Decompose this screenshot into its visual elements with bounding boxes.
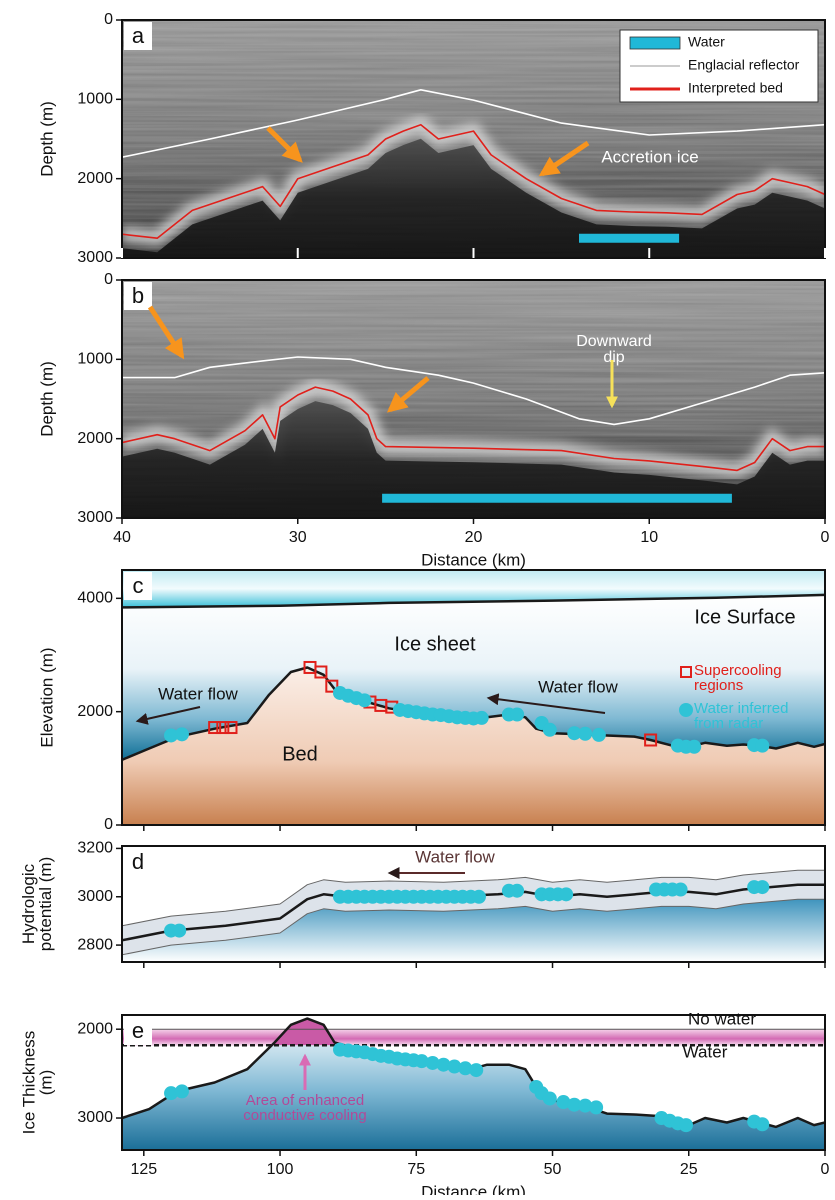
- legend-label-box: Water inferred from radar: [694, 701, 824, 741]
- y-tick-label: 1000: [77, 91, 113, 108]
- water-point: [469, 1063, 483, 1077]
- y-axis-label: Depth (m): [37, 361, 56, 437]
- x-tick-label: 50: [544, 1161, 562, 1178]
- water-point: [589, 1100, 603, 1114]
- water-point: [175, 727, 189, 741]
- annotation: Water flow: [538, 677, 618, 696]
- legend-swatch: [679, 703, 693, 717]
- annotation: Water flow: [415, 847, 495, 866]
- annotation: Accretion ice: [601, 147, 698, 166]
- annotation: Downward dip: [572, 334, 656, 366]
- x-tick-label: 10: [640, 529, 658, 546]
- x-tick-label: 0: [821, 529, 830, 546]
- legend-label: Water inferred from radar: [694, 701, 804, 731]
- x-tick-label: 100: [267, 1161, 294, 1178]
- y-tick-label: 2000: [77, 703, 113, 720]
- legend-label: Englacial reflector: [688, 57, 800, 73]
- page: {"chart_data": [ {"type": "line", "label…: [0, 0, 835, 1195]
- x-tick-label: 0: [821, 1161, 830, 1178]
- water-point: [358, 693, 372, 707]
- annotation: Area of enhanced conductive cooling: [220, 1093, 390, 1123]
- y-axis-label: Elevation (m): [37, 647, 56, 747]
- water-point: [687, 740, 701, 754]
- x-tick-label: 25: [680, 1161, 698, 1178]
- x-tick-label: 30: [289, 529, 307, 546]
- x-tick-label: 20: [465, 529, 483, 546]
- panel-label: e: [132, 1018, 144, 1043]
- panel-label: a: [132, 23, 145, 48]
- y-tick-label: 3000: [77, 888, 113, 905]
- plot-area: [122, 870, 825, 962]
- water-point: [475, 711, 489, 725]
- panel-label: d: [132, 849, 144, 874]
- legend-swatch: [630, 37, 680, 49]
- y-tick-label: 3000: [77, 249, 113, 266]
- water-point: [510, 708, 524, 722]
- annotation-box: Downward dip: [572, 334, 656, 378]
- y-tick-label: 3000: [77, 1109, 113, 1126]
- water-point: [679, 1118, 693, 1132]
- y-axis-label-box: Ice Thickness (m): [20, 1008, 64, 1158]
- annotation: Water flow: [158, 684, 238, 703]
- plot-area: [122, 280, 825, 518]
- annotation: Water: [683, 1042, 728, 1061]
- legend-label: Water: [688, 34, 725, 50]
- water-point: [559, 887, 573, 901]
- annotation: Bed: [282, 743, 318, 765]
- legend-label: Supercooling regions: [694, 663, 804, 693]
- x-axis-label: Distance (km): [421, 550, 526, 569]
- y-axis-label: Ice Thickness (m): [20, 1023, 54, 1143]
- water-point: [543, 723, 557, 737]
- water-point: [755, 1117, 769, 1131]
- y-tick-label: 0: [104, 816, 113, 833]
- y-tick-label: 0: [104, 271, 113, 288]
- legend-label-box: Supercooling regions: [694, 663, 824, 703]
- annotation: Ice Surface: [694, 606, 795, 628]
- y-tick-label: 2000: [77, 170, 113, 187]
- water-point: [674, 883, 688, 897]
- y-axis-label: Depth (m): [37, 101, 56, 177]
- x-tick-label: 40: [113, 529, 131, 546]
- legend-label: Interpreted bed: [688, 80, 783, 96]
- figure: 0100020003000Depth (m)aWaterEnglacial re…: [0, 0, 835, 1195]
- y-tick-label: 4000: [77, 590, 113, 607]
- y-tick-label: 2000: [77, 430, 113, 447]
- x-axis-label: Distance (km): [421, 1182, 526, 1195]
- y-tick-label: 2000: [77, 1020, 113, 1037]
- water-point: [578, 727, 592, 741]
- water-point: [543, 1091, 557, 1105]
- water-point: [510, 884, 524, 898]
- y-tick-label: 3200: [77, 840, 113, 857]
- x-tick-label: 125: [130, 1161, 157, 1178]
- x-tick-label: 75: [407, 1161, 425, 1178]
- water-point: [175, 1084, 189, 1098]
- water-point: [472, 890, 486, 904]
- y-tick-label: 2800: [77, 936, 113, 953]
- annotation: Ice sheet: [394, 633, 476, 655]
- panel-label: b: [132, 283, 144, 308]
- y-tick-label: 1000: [77, 351, 113, 368]
- water-point: [592, 728, 606, 742]
- y-tick-label: 3000: [77, 509, 113, 526]
- annotation: No water: [688, 1009, 756, 1028]
- panel-label: c: [133, 573, 144, 598]
- y-tick-label: 0: [104, 11, 113, 28]
- water-point: [755, 880, 769, 894]
- y-axis-label-box: Hydrologic potential (m): [20, 829, 64, 979]
- annotation-box: Area of enhanced conductive cooling: [215, 1093, 395, 1133]
- water-point: [172, 924, 186, 938]
- y-axis-label: Hydrologic potential (m): [20, 849, 54, 959]
